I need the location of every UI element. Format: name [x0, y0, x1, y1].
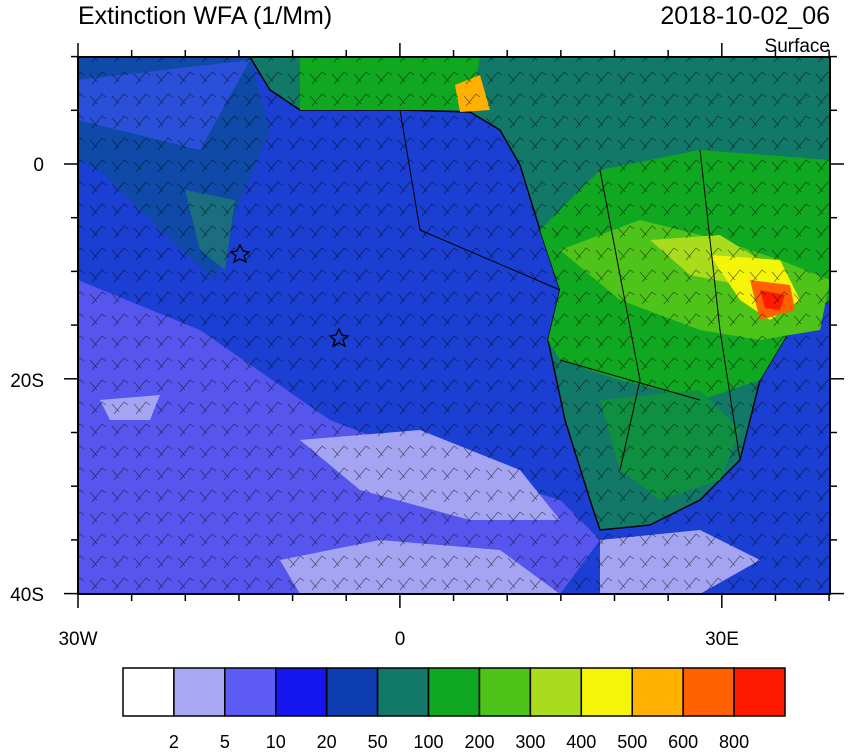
colorbar-label: 400 [566, 732, 596, 750]
borders [399, 109, 741, 471]
title: Extinction WFA (1/Mm) [78, 2, 332, 30]
colorbar-label: 800 [719, 732, 749, 750]
color-swatch [427, 667, 481, 717]
color-swatch [580, 667, 633, 717]
ticks [64, 43, 844, 608]
x-label: 30W [58, 629, 97, 650]
colorbar-label: 500 [617, 732, 647, 750]
site-marker [229, 243, 251, 264]
colorbar-label: 20 [317, 732, 337, 750]
x-label: 0 [395, 629, 406, 650]
colorbar-label: 200 [464, 732, 494, 750]
color-swatch [376, 667, 430, 717]
y-label: 0 [33, 155, 44, 176]
color-swatch [529, 667, 583, 717]
color-swatch [478, 667, 532, 717]
color-swatch [275, 667, 328, 717]
colorbar-label: 2 [169, 732, 179, 750]
wind-barbs [78, 57, 830, 594]
color-swatch [325, 667, 379, 717]
color-swatch [224, 667, 277, 717]
level: Surface [765, 36, 830, 57]
color-swatch [631, 667, 684, 717]
colorbar-label: 600 [668, 732, 698, 750]
y-label: 40S [10, 585, 44, 606]
colorbar-label: 10 [266, 732, 286, 750]
color-swatch [122, 667, 175, 717]
colorbar: 2 5 10 20 50 100 200 300 400 500 600 800 [122, 667, 786, 752]
map [78, 57, 830, 594]
x-label: 30E [705, 629, 739, 650]
date: 2018-10-02_06 [660, 2, 830, 30]
colorbar-label: 5 [220, 732, 230, 750]
color-swatch [173, 667, 226, 717]
y-label: 20S [10, 371, 44, 392]
color-swatch [682, 667, 735, 717]
colorbar-label: 300 [515, 732, 545, 750]
site-marker [328, 327, 350, 348]
color-swatch [733, 667, 786, 717]
colorbar-label: 100 [414, 732, 444, 750]
colorbar-label: 50 [368, 732, 388, 750]
